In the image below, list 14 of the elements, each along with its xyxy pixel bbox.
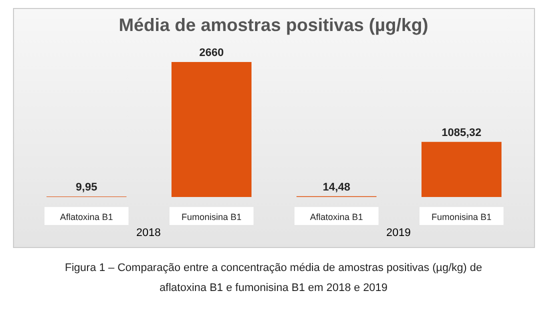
bar: [171, 62, 251, 197]
data-label: 9,95: [75, 181, 97, 194]
data-label: 2660: [198, 47, 224, 59]
chart-title: Média de amostras positivas (µg/kg): [118, 14, 430, 37]
text: Figura 1 – Comparação entre a concentração média de amostras positivas (µg/kg) de aflatoxina B1 e fumonisina B1 em 2018 e 2019: [64, 261, 484, 296]
text: 2019: [385, 227, 412, 239]
x-tick-label: Aflatoxina B1: [59, 212, 113, 222]
data-label: 1085,32: [441, 126, 481, 139]
data-label: 14,48: [322, 181, 350, 194]
x-tick-label: Aflatoxina B1: [309, 212, 363, 222]
text: 2018: [135, 227, 162, 239]
x-tick-label: Fumonisina B1: [430, 212, 492, 222]
bar: [421, 142, 501, 197]
x-tick-label: Fumonisina B1: [180, 212, 242, 222]
